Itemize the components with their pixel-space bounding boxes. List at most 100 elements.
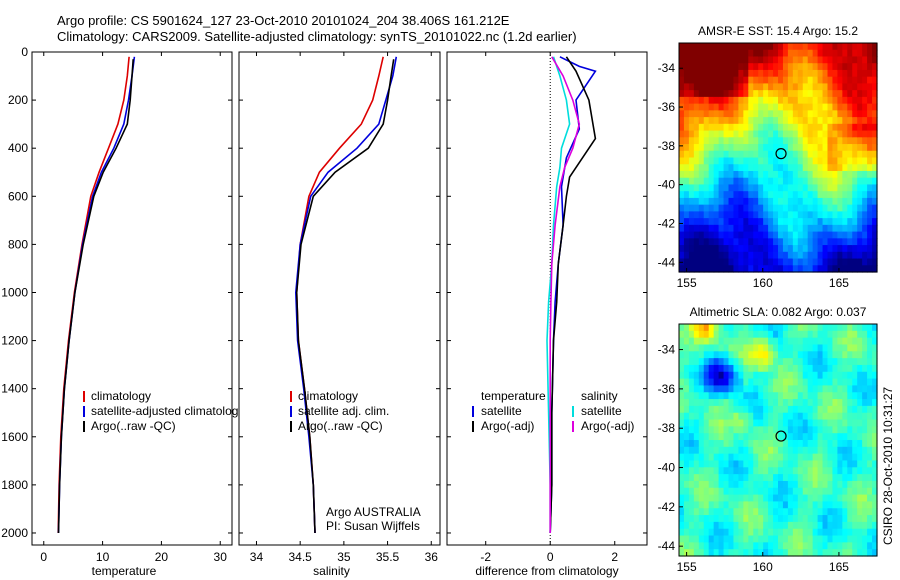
map-cell — [857, 542, 863, 550]
map-cell — [778, 49, 784, 58]
map-cell — [872, 440, 878, 448]
map-cell — [787, 467, 794, 475]
map-cell — [738, 460, 744, 468]
map-cell — [743, 204, 749, 212]
map-cell — [768, 364, 774, 373]
map-cell — [847, 56, 853, 64]
map-cell — [693, 474, 700, 482]
map-cell — [812, 399, 819, 407]
map-cell — [768, 521, 774, 530]
map-cell — [743, 487, 749, 496]
map-cell — [782, 358, 789, 366]
map-cell — [733, 103, 739, 111]
map-cell — [832, 164, 838, 172]
map-cell — [718, 238, 725, 246]
map-cell — [679, 487, 685, 496]
map-cell — [713, 487, 720, 496]
map-cell — [822, 137, 829, 145]
map-cell — [728, 251, 735, 260]
map-cell — [832, 480, 838, 489]
map-cell — [683, 528, 690, 537]
map-cell — [847, 433, 853, 441]
map-cell — [778, 399, 784, 407]
map-cell — [862, 96, 868, 105]
map-cell — [763, 535, 769, 543]
map-cell — [679, 446, 685, 455]
map-cell — [728, 258, 735, 266]
map-cell — [782, 164, 789, 172]
map-cell — [832, 83, 838, 91]
map-cell — [782, 137, 789, 145]
y-tick-label: 200 — [8, 93, 28, 107]
map-cell — [782, 474, 789, 482]
map-cell — [837, 238, 843, 246]
map-cell — [723, 378, 730, 387]
map-cell — [733, 487, 739, 496]
map-cell — [862, 144, 868, 152]
map-cell — [787, 378, 794, 387]
map-cell — [688, 330, 695, 339]
map-cell — [797, 96, 804, 105]
map-cell — [768, 177, 774, 186]
map-cell — [683, 371, 690, 380]
map-cell — [847, 218, 853, 226]
map-cell — [683, 364, 690, 373]
map-cell — [683, 453, 690, 462]
temperature-panel: 0 10 20 30020040060080010001200140016001800… — [1, 45, 244, 578]
map-cell — [852, 63, 858, 71]
map-cell — [733, 467, 739, 475]
map-cell — [698, 426, 705, 434]
map-cell — [683, 251, 690, 260]
map-cell — [753, 83, 759, 91]
map-cell — [698, 515, 705, 523]
map-cell — [693, 330, 700, 339]
x-tick-label: 34 — [250, 550, 264, 564]
map-cell — [822, 494, 829, 503]
map-cell — [708, 130, 715, 138]
map-cell — [872, 103, 878, 111]
map-cell — [792, 399, 799, 407]
map-cell — [728, 43, 735, 51]
map-cell — [857, 49, 863, 58]
map-cell — [802, 144, 809, 152]
legend-label: satellite adj. clim. — [298, 404, 389, 418]
map-cell — [822, 426, 829, 434]
map-cell — [842, 137, 848, 145]
map-cell — [688, 460, 695, 468]
map-cell — [822, 69, 829, 78]
map-cell — [713, 63, 720, 71]
map-cell — [688, 405, 695, 414]
map-cell — [758, 69, 764, 78]
map-cell — [837, 521, 843, 530]
x-tick-label: 34.5 — [288, 550, 312, 564]
map-cell — [679, 157, 685, 165]
map-cell — [852, 474, 858, 482]
map-cell — [688, 137, 695, 145]
map-cell — [837, 542, 843, 550]
map-cell — [832, 446, 838, 455]
map-cell — [802, 218, 809, 226]
map-cell — [753, 144, 759, 152]
map-cell — [842, 460, 848, 468]
map-cell — [763, 123, 769, 132]
map-cell — [778, 184, 784, 192]
map-cell — [812, 494, 819, 503]
map-cell — [679, 150, 685, 159]
map-cell — [768, 412, 774, 421]
legend-label: Argo(-adj) — [481, 419, 534, 433]
map-cell — [703, 426, 710, 434]
map-cell — [842, 542, 848, 550]
map-cell — [807, 358, 814, 366]
map-cell — [768, 337, 774, 346]
map-cell — [708, 170, 715, 179]
map-cell — [847, 170, 853, 179]
map-cell — [768, 433, 774, 441]
map-cell — [693, 157, 700, 165]
map-cell — [787, 224, 794, 233]
map-cell — [822, 170, 829, 179]
map-cell — [792, 515, 799, 523]
map-cell — [862, 521, 868, 530]
map-title: AMSR-E SST: 15.4 Argo: 15.2 — [698, 24, 858, 38]
map-cell — [832, 535, 838, 543]
map-cell — [802, 405, 809, 414]
